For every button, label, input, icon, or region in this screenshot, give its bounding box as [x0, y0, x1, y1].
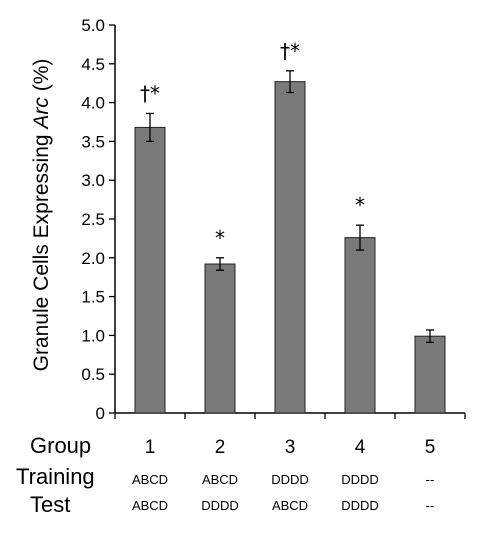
y-tick-label: 0	[96, 404, 105, 423]
y-axis-label: Granule Cells Expressing Arc (%)	[30, 59, 53, 372]
training-condition: ABCD	[132, 472, 168, 487]
y-tick-label: 2.5	[81, 210, 105, 229]
y-tick-label: 0.5	[81, 365, 105, 384]
significance-mark: *	[215, 226, 225, 250]
group-number: 2	[215, 437, 226, 458]
svg-text:Granule Cells Expressing Arc (: Granule Cells Expressing Arc (%)	[30, 59, 53, 372]
significance-mark: †*	[280, 39, 300, 63]
test-condition: --	[426, 498, 435, 513]
group-number: 3	[285, 437, 296, 458]
y-tick-label: 4.5	[81, 55, 105, 74]
test-condition: DDDD	[201, 498, 239, 513]
training-condition: ABCD	[202, 472, 238, 487]
y-axis-ticks: 0 0.5 1.0 1.5 2.0 2.5 3.0 3.5 4.0 4.5 5.0	[81, 16, 115, 423]
test-condition: DDDD	[341, 498, 379, 513]
bar-group-3	[274, 81, 306, 414]
y-tick-label: 4.0	[81, 94, 105, 113]
y-tick-label: 3.5	[81, 132, 105, 151]
training-condition: DDDD	[271, 472, 309, 487]
condition-table: Group Training Test 1 ABCD ABCD 2 ABCD DDDD 3 D…	[16, 433, 435, 517]
test-condition: ABCD	[272, 498, 308, 513]
test-row-label: Test	[30, 492, 70, 517]
training-row-label: Training	[16, 464, 95, 489]
bar-group-2	[204, 263, 236, 414]
bars	[134, 81, 446, 414]
y-tick-label: 2.0	[81, 249, 105, 268]
significance-mark: †*	[140, 81, 160, 105]
y-tick-label: 3.0	[81, 171, 105, 190]
y-tick-label: 5.0	[81, 16, 105, 35]
significance-marks: †* * †* *	[140, 39, 365, 250]
bar-group-4	[344, 237, 376, 414]
y-tick-label: 1.0	[81, 326, 105, 345]
error-bars	[146, 70, 434, 344]
training-condition: --	[426, 472, 435, 487]
group-row-label: Group	[30, 433, 91, 458]
bar-group-1	[134, 126, 166, 414]
group-number: 1	[145, 437, 156, 458]
test-condition: ABCD	[132, 498, 168, 513]
group-number: 4	[355, 437, 366, 458]
group-number: 5	[425, 437, 436, 458]
bar-group-5	[414, 335, 446, 414]
training-condition: DDDD	[341, 472, 379, 487]
significance-mark: *	[355, 193, 365, 217]
y-tick-label: 1.5	[81, 288, 105, 307]
